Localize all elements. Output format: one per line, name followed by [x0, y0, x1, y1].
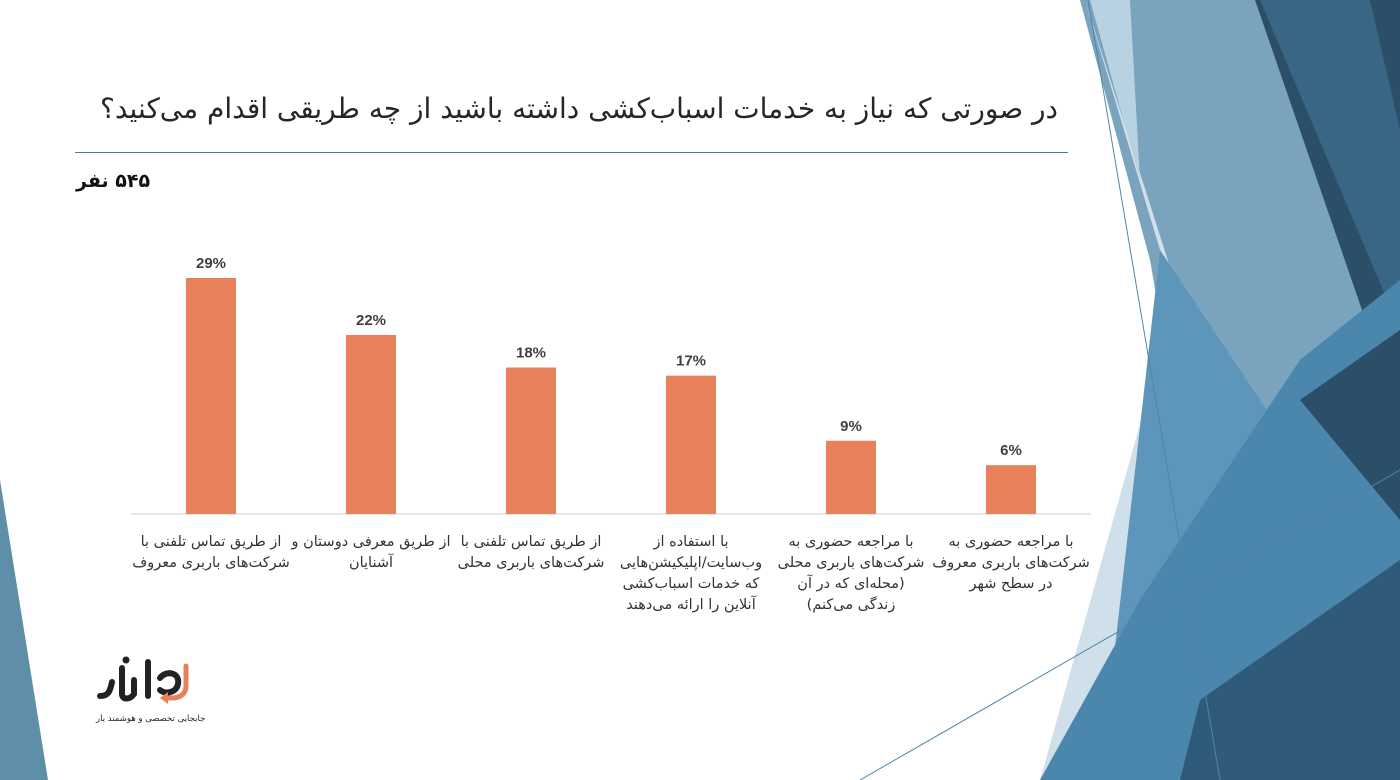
- x-tick-label-line: در سطح شهر: [969, 576, 1053, 592]
- x-tick-label-line: آنلاین را ارائه می‌دهند: [626, 597, 756, 613]
- data-label-4: 17%: [676, 353, 706, 370]
- data-label-6: 6%: [1000, 442, 1022, 459]
- x-tick-label-line: وب‌سایت/اپلیکیشن‌هایی: [619, 555, 763, 571]
- data-label-5: 9%: [840, 418, 862, 435]
- x-tick-label-line: آشنایان: [348, 555, 394, 571]
- x-tick-label-line: از طریق تماس تلفنی با: [140, 534, 282, 550]
- bar-4: [666, 375, 716, 514]
- x-tick-label-line: از طریق تماس تلفنی با: [460, 534, 602, 550]
- x-tick-label-line: شرکت‌های باربری محلی: [777, 555, 925, 571]
- x-tick-label-line: با مراجعه حضوری به: [948, 534, 1074, 550]
- x-tick-label-line: شرکت‌های باربری معروف: [932, 555, 1090, 571]
- slide-title: در صورتی که نیاز به خدمات اسباب‌کشی داشت…: [99, 92, 1058, 125]
- x-tick-label-line: با مراجعه حضوری به: [788, 534, 914, 550]
- x-tick-label-line: شرکت‌های باربری محلی: [457, 555, 605, 571]
- x-tick-label-line: با استفاده از: [653, 534, 729, 550]
- x-tick-label-1: از طریق تماس تلفنی با شرکت‌های باربری معر…: [131, 532, 291, 574]
- data-label-2: 22%: [356, 312, 386, 329]
- x-tick-label-2: از طریق معرفی دوستان و آشنایان: [291, 532, 451, 574]
- data-label-1: 29%: [196, 255, 226, 272]
- data-label-3: 18%: [516, 345, 546, 362]
- x-tick-label-6: با مراجعه حضوری به شرکت‌های باربری معروف د…: [931, 532, 1091, 595]
- x-tick-label-5: با مراجعه حضوری به شرکت‌های باربری محلی (م…: [771, 532, 931, 616]
- x-tick-label-4: با استفاده از وب‌سایت/اپلیکیشن‌هایی که خدم…: [611, 532, 771, 616]
- x-tick-label-line: که خدمات اسباب‌کشی: [622, 576, 760, 592]
- x-tick-label-line: از طریق معرفی دوستان و: [291, 534, 451, 550]
- title-underline: [75, 152, 1068, 153]
- bar-1: [186, 278, 236, 514]
- x-tick-label-line: زندگی می‌کنم): [806, 597, 896, 613]
- company-logo: [97, 656, 189, 704]
- bar-6: [986, 465, 1036, 514]
- bar-3: [506, 367, 556, 514]
- bar-2: [346, 334, 396, 514]
- bar-5: [826, 440, 876, 514]
- logo-tagline: جابجایی تخصصی و هوشمند بار: [96, 714, 206, 724]
- x-tick-label-line: (محله‌ای که در آن: [797, 576, 905, 592]
- sample-size-label: ۵۴۵ نفر: [76, 170, 151, 192]
- x-tick-label-3: از طریق تماس تلفنی با شرکت‌های باربری محل…: [451, 532, 611, 574]
- x-tick-label-line: شرکت‌های باربری معروف: [132, 555, 290, 571]
